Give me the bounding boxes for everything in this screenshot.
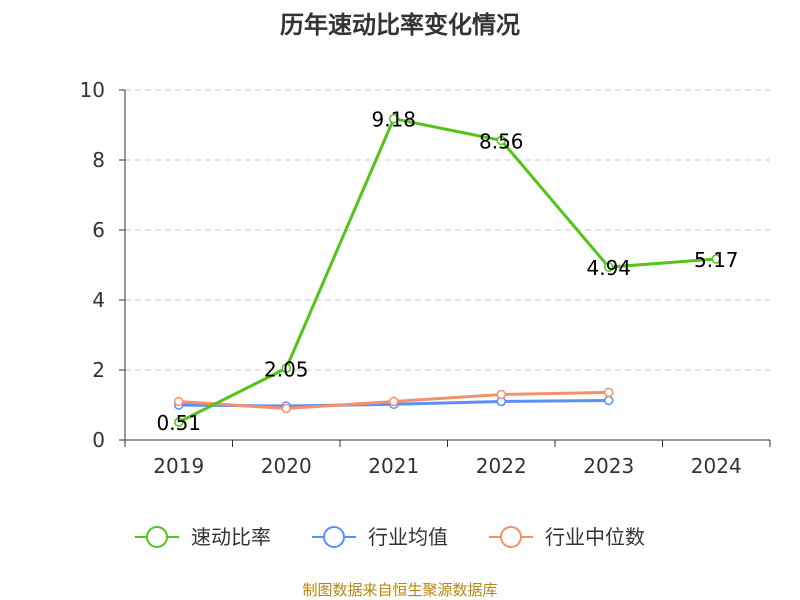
series-2-point [604, 387, 614, 398]
y-tick-label: 2 [92, 358, 105, 382]
legend-label-1: 行业均值 [368, 525, 448, 549]
data-label: 9.18 [371, 108, 416, 132]
legend-label-0: 速动比率 [191, 525, 271, 549]
series-0-point [496, 135, 506, 146]
grid [125, 89, 770, 371]
plot-area [174, 113, 721, 427]
data-label: 5.17 [694, 248, 739, 272]
legend-marker-1 [323, 526, 345, 548]
series-1-point [604, 395, 614, 406]
x-tick-label-2023: 2023 [583, 454, 634, 478]
series-0-point [711, 254, 721, 264]
series-2-point [281, 403, 291, 414]
x-tick-label-2020: 2020 [261, 454, 312, 478]
legend: 速动比率 行业均值 行业中位数 [135, 525, 645, 549]
y-tick-label: 0 [92, 428, 105, 452]
x-tick-label-2021: 2021 [368, 454, 419, 478]
y-tick-label: 6 [92, 218, 105, 242]
source-note: 制图数据来自恒生聚源数据库 [302, 581, 497, 599]
x-tick-label-2022: 2022 [476, 454, 527, 478]
x-tick-label-2019: 2019 [153, 454, 204, 478]
series-0-point [281, 363, 291, 373]
y-tick-label: 10 [80, 78, 105, 102]
data-label: 4.94 [586, 256, 631, 280]
data-labels: 0.51 2.05 9.18 8.56 4.94 5.17 [156, 108, 738, 435]
axes: 0 2 4 6 8 10 2019 2020 2021 2022 2023 2024 [80, 78, 771, 478]
series-0-point [389, 113, 399, 124]
series-0-point [174, 417, 184, 427]
data-label: 0.51 [156, 411, 201, 435]
data-label: 8.56 [479, 129, 524, 153]
series-2-point [496, 389, 506, 400]
legend-label-2: 行业中位数 [545, 525, 645, 549]
series-0-line [178, 117, 717, 424]
series-2-point [174, 396, 184, 407]
y-tick-label: 4 [92, 288, 105, 312]
data-label: 2.05 [264, 357, 309, 381]
legend-marker-2 [500, 526, 522, 548]
series-0-point [604, 262, 614, 272]
y-tick-label: 8 [92, 148, 105, 172]
legend-marker-0 [146, 526, 168, 548]
chart-title: 历年速动比率变化情况 [280, 11, 520, 39]
x-tick-label-2024: 2024 [691, 454, 742, 478]
series-2-point [389, 396, 399, 407]
